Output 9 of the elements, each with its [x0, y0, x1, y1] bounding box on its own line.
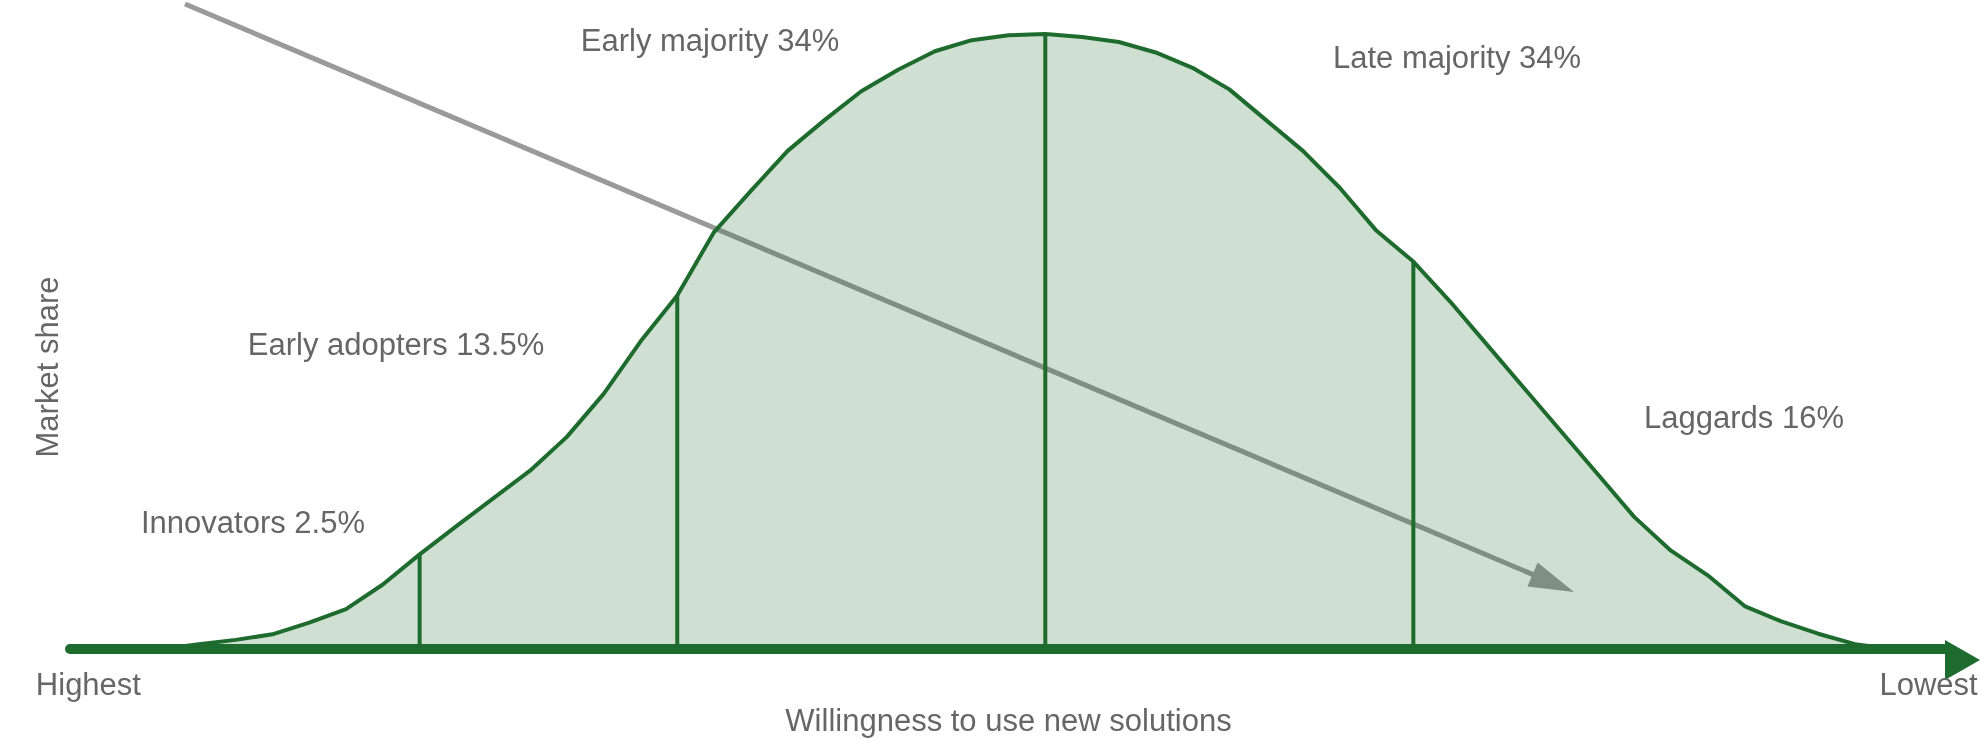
annotation: Early adopters 13.5%: [247, 326, 545, 362]
annotation: Laggards 16%: [1644, 399, 1844, 435]
x-axis-title: Willingness to use new solutions: [785, 703, 1232, 738]
annotation: Innovators 2.5%: [140, 504, 366, 540]
x-tick-label: Highest: [35, 667, 142, 703]
annotation: Late majority 34%: [1332, 39, 1582, 75]
x-tick-label: Lowest: [1879, 667, 1979, 703]
y-axis-title: Market share: [29, 276, 65, 458]
annotation: Early majority 34%: [580, 22, 840, 58]
